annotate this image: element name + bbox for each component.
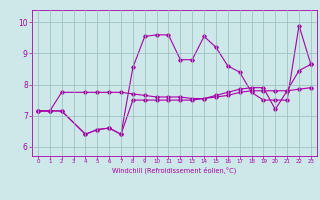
X-axis label: Windchill (Refroidissement éolien,°C): Windchill (Refroidissement éolien,°C)	[112, 167, 236, 174]
